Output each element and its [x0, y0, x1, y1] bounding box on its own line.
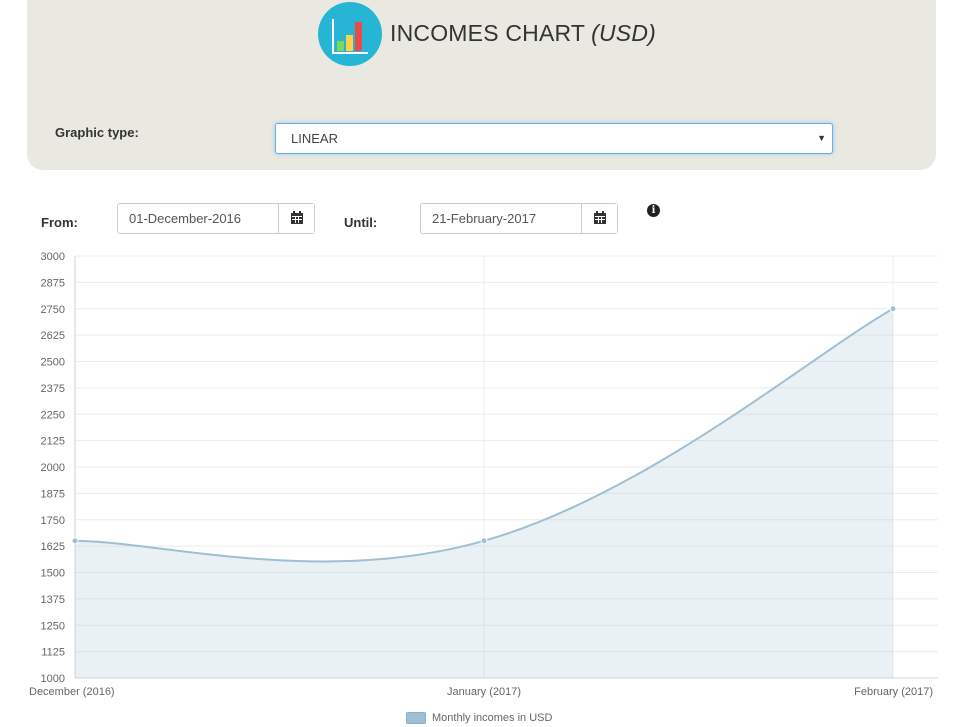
graphic-type-label: Graphic type:: [55, 125, 139, 140]
x-tick-label: December (2016): [29, 686, 115, 698]
y-tick-label: 1875: [41, 488, 65, 500]
from-label: From:: [41, 215, 78, 230]
until-date-picker[interactable]: 21-February-2017: [420, 203, 618, 234]
y-tick-label: 1625: [41, 541, 65, 553]
x-tick-label: January (2017): [447, 686, 521, 698]
bar-chart-icon: [318, 2, 382, 66]
legend-label: Monthly incomes in USD: [432, 711, 553, 724]
y-tick-label: 2875: [41, 277, 65, 289]
calendar-icon: [594, 211, 606, 224]
until-date-input[interactable]: 21-February-2017: [432, 211, 537, 226]
graphic-type-value: LINEAR: [291, 131, 338, 146]
series-area: [75, 308, 893, 678]
y-tick-label: 2500: [41, 357, 65, 369]
from-calendar-button[interactable]: [278, 204, 314, 233]
data-point: [480, 537, 488, 545]
incomes-chart: 3000 2875 2750 2625 2500 2375 2250 2125 2000 1875…: [29, 251, 938, 698]
until-calendar-button[interactable]: [581, 204, 617, 233]
x-tick-label: February (2017): [854, 686, 933, 698]
y-tick-label: 1000: [41, 673, 65, 685]
from-date-picker[interactable]: 01-December-2016: [117, 203, 315, 234]
y-tick-label: 2625: [41, 330, 65, 342]
page-title: INCOMES CHART (USD): [390, 20, 656, 47]
until-label: Until:: [344, 215, 378, 230]
y-tick-label: 2000: [41, 462, 65, 474]
from-date-input[interactable]: 01-December-2016: [129, 211, 242, 226]
data-point: [71, 537, 79, 545]
page-title-unit: (USD): [591, 20, 657, 46]
legend-swatch: [406, 711, 426, 724]
y-tick-label: 1375: [41, 594, 65, 606]
chevron-down-icon: ▼: [817, 133, 826, 143]
data-point: [889, 305, 897, 313]
y-tick-label: 1750: [41, 515, 65, 527]
y-tick-label: 1250: [41, 620, 65, 632]
y-tick-label: 2750: [41, 304, 65, 316]
y-tick-label: 2125: [41, 436, 65, 448]
y-tick-label: 1500: [41, 568, 65, 580]
page-title-text: INCOMES CHART: [390, 20, 586, 46]
info-icon[interactable]: i: [647, 204, 660, 217]
y-tick-label: 2375: [41, 383, 65, 395]
y-tick-label: 1125: [41, 647, 65, 659]
y-tick-label: 2250: [41, 409, 65, 421]
chart-legend[interactable]: Monthly incomes in USD: [406, 709, 553, 724]
graphic-type-select[interactable]: LINEAR ▼: [275, 123, 833, 154]
y-tick-label: 3000: [41, 251, 65, 263]
calendar-icon: [291, 211, 303, 224]
